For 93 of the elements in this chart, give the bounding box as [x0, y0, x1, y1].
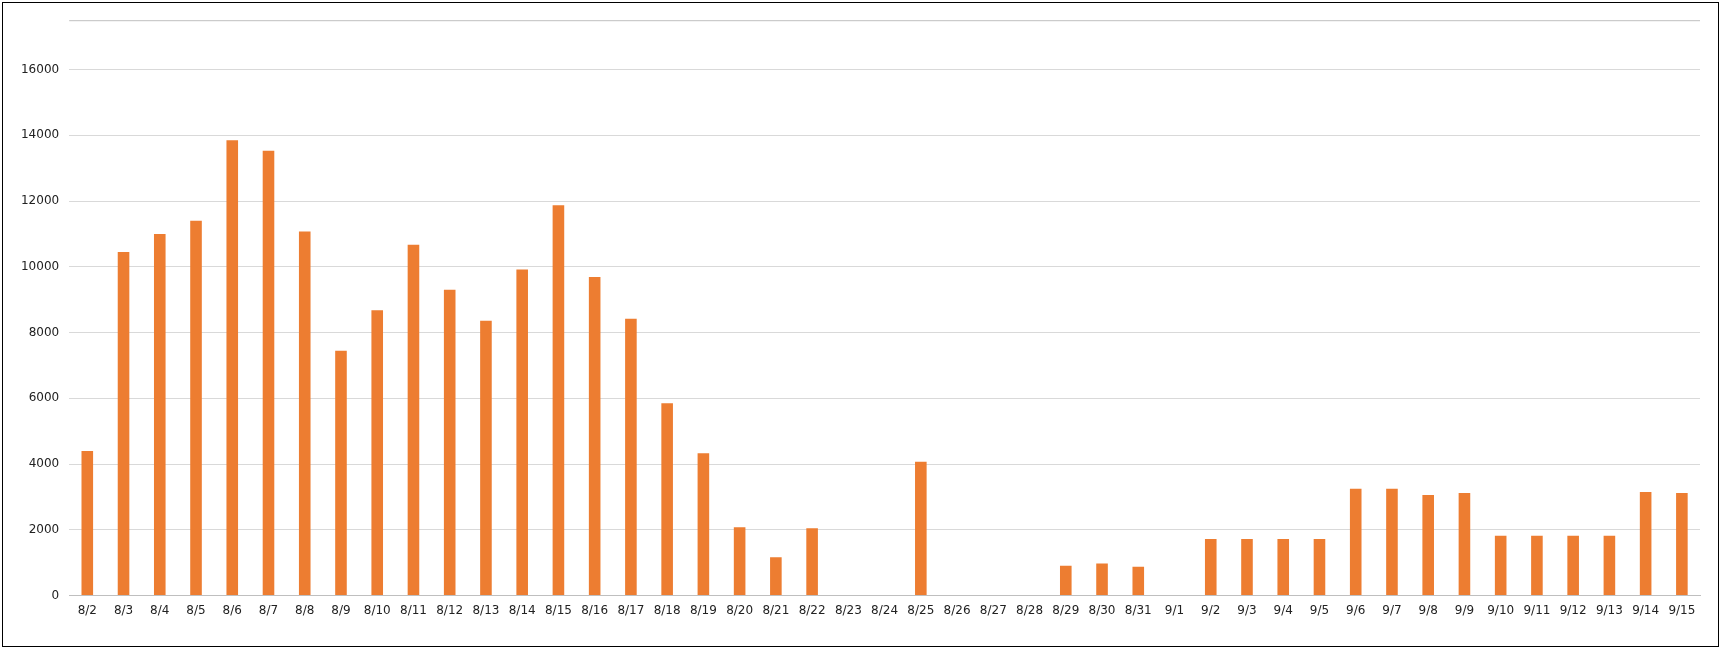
- bar: [770, 557, 782, 596]
- x-tick-label: 9/9: [1454, 602, 1475, 617]
- bar: [153, 233, 166, 596]
- bar: [262, 150, 275, 596]
- bar: [1494, 535, 1507, 596]
- x-tick-label: 8/27: [979, 602, 1007, 617]
- x-tick-label: 8/12: [436, 602, 464, 617]
- y-tick-label: 0: [51, 587, 60, 602]
- x-tick-label: 8/14: [508, 602, 536, 617]
- x-tick-label: 8/21: [762, 602, 790, 617]
- bar: [625, 318, 637, 596]
- x-tick-label: 9/13: [1595, 602, 1623, 617]
- bar: [1349, 488, 1362, 596]
- x-tick-label: 9/6: [1346, 602, 1366, 617]
- bar: [1531, 535, 1543, 596]
- x-tick-label: 8/4: [150, 602, 170, 617]
- x-tick-label: 8/25: [907, 602, 935, 617]
- bar: [1603, 535, 1616, 596]
- bar: [1313, 539, 1326, 596]
- bar: [335, 350, 347, 596]
- bar: [1096, 563, 1108, 596]
- x-tick-label: 8/17: [617, 602, 645, 617]
- bar: [1059, 565, 1072, 596]
- x-tick-label: 8/20: [726, 602, 754, 617]
- bar: [443, 289, 456, 596]
- bar: [1422, 494, 1434, 596]
- x-tick-label: 8/28: [1016, 602, 1044, 617]
- x-tick-label: 8/2: [77, 602, 97, 617]
- x-tick-label: 9/3: [1237, 602, 1257, 617]
- y-tick-label: 10000: [20, 258, 60, 273]
- x-tick-label: 8/7: [258, 602, 279, 617]
- bar: [1386, 488, 1398, 596]
- bar: [697, 453, 710, 596]
- x-tick-label: 8/15: [544, 602, 572, 617]
- bar: [81, 450, 94, 596]
- bar: [1277, 539, 1290, 596]
- x-tick-label: 8/5: [186, 602, 206, 617]
- x-tick-label: 8/16: [581, 602, 609, 617]
- x-tick-label: 8/11: [399, 602, 427, 617]
- bar: [190, 220, 202, 596]
- bar: [1458, 493, 1471, 596]
- y-tick-label: 8000: [28, 324, 60, 339]
- bar: [1567, 535, 1579, 596]
- x-tick-label: 9/14: [1632, 602, 1660, 617]
- bar: [1639, 492, 1652, 596]
- x-tick-label: 8/13: [472, 602, 500, 617]
- bar: [1132, 566, 1145, 596]
- x-tick-label: 9/8: [1418, 602, 1438, 617]
- x-tick-label: 9/4: [1273, 602, 1293, 617]
- y-tick-label: 6000: [28, 390, 60, 405]
- x-tick-label: 8/19: [689, 602, 717, 617]
- x-tick-label: 9/12: [1559, 602, 1587, 617]
- bar: [371, 310, 384, 596]
- bar: [516, 269, 528, 596]
- bar: [407, 244, 420, 596]
- x-tick-label: 9/10: [1487, 602, 1515, 617]
- x-tick-label: 9/1: [1164, 602, 1185, 617]
- y-tick-label: 2000: [28, 521, 60, 536]
- y-tick-label: 12000: [20, 193, 60, 208]
- bar: [552, 205, 565, 596]
- x-tick-label: 8/23: [834, 602, 862, 617]
- y-tick-label: 4000: [28, 456, 60, 471]
- x-tick-label: 8/30: [1088, 602, 1116, 617]
- bar: [661, 403, 673, 596]
- bar: [915, 461, 927, 596]
- bar: [226, 140, 239, 596]
- x-tick-label: 8/24: [871, 602, 899, 617]
- x-tick-label: 8/6: [222, 602, 242, 617]
- bar: [806, 528, 818, 596]
- y-tick-label: 14000: [20, 127, 60, 142]
- x-tick-label: 9/15: [1668, 602, 1696, 617]
- bar: [298, 231, 311, 596]
- x-tick-label: 8/10: [363, 602, 391, 617]
- bar: [1241, 539, 1253, 596]
- x-tick-label: 8/8: [295, 602, 315, 617]
- x-tick-label: 8/26: [943, 602, 971, 617]
- bar: [1676, 493, 1688, 596]
- bar: [117, 252, 130, 596]
- x-tick-label: 8/29: [1052, 602, 1080, 617]
- x-tick-label: 8/9: [331, 602, 351, 617]
- x-tick-label: 8/22: [798, 602, 826, 617]
- x-tick-label: 9/7: [1382, 602, 1402, 617]
- x-tick-label: 8/18: [653, 602, 681, 617]
- x-tick-label: 8/3: [113, 602, 134, 617]
- y-tick-label: 16000: [20, 61, 60, 76]
- x-tick-label: 9/5: [1309, 602, 1330, 617]
- x-tick-label: 9/2: [1201, 602, 1221, 617]
- x-tick-label: 8/31: [1124, 602, 1152, 617]
- bar: [588, 276, 601, 596]
- bar: [480, 320, 492, 596]
- x-tick-label: 9/11: [1523, 602, 1551, 617]
- bar: [733, 527, 746, 596]
- bar: [1204, 539, 1217, 596]
